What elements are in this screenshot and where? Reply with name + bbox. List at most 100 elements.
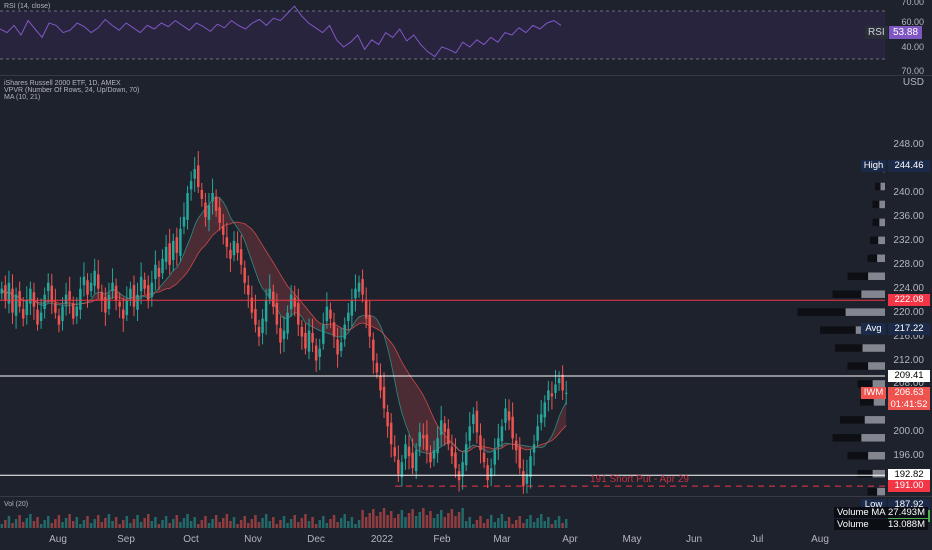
price-tick: 236.00	[893, 210, 924, 222]
pane-separator-top[interactable]	[0, 75, 932, 76]
volume-bar	[404, 517, 407, 528]
avg-badge: 217.22	[888, 323, 930, 336]
volume-bar	[368, 513, 371, 528]
price-pane[interactable]: 191 Short Put - Apr 29186 Long Put - Apr…	[0, 76, 932, 496]
volume-bar	[322, 516, 325, 528]
volume-bar	[21, 522, 25, 528]
time-tick: Dec	[307, 534, 325, 545]
volume-bar	[268, 521, 271, 528]
rsi-tick-70-top: 70.00	[901, 0, 924, 7]
candle-body	[539, 414, 543, 423]
volume-bar	[350, 517, 354, 528]
volume-bar	[4, 520, 7, 528]
volume-bar	[32, 521, 36, 528]
volume-bar	[264, 514, 268, 528]
candle-body	[168, 243, 171, 265]
candle-body	[522, 471, 525, 487]
candle-body	[393, 447, 396, 457]
candle-body	[197, 165, 200, 187]
volume-bar	[504, 521, 507, 528]
candle-body	[61, 306, 64, 322]
candle-body	[193, 169, 196, 179]
volume-bar	[554, 520, 557, 528]
candle-body	[186, 192, 189, 220]
candle-body	[293, 297, 296, 307]
volume-bar	[79, 524, 82, 528]
candle-body	[214, 196, 218, 211]
candle-body	[304, 332, 307, 349]
volume-bar	[189, 521, 193, 528]
volume-bar	[222, 518, 225, 528]
volume-label: Vol (20)	[4, 501, 29, 508]
volume-bar	[389, 511, 393, 528]
volume-bar	[379, 512, 382, 528]
volume-bar	[229, 521, 232, 528]
volume-bar	[347, 521, 350, 528]
candle-body	[468, 426, 472, 441]
candle-body	[46, 282, 50, 292]
volume-bar	[318, 520, 321, 528]
price-tick: 248.00	[893, 139, 924, 151]
candle-body	[561, 374, 564, 391]
vpvr-bar-up	[862, 344, 885, 352]
candle-body	[111, 282, 114, 292]
time-tick: Sep	[117, 534, 135, 545]
candle-body	[429, 452, 432, 463]
vpvr-bar-up	[861, 290, 885, 298]
candle-body	[461, 462, 464, 477]
price-tick: 240.00	[893, 186, 924, 198]
candle-body	[372, 339, 375, 361]
candle-body	[443, 423, 447, 433]
volume-name: Volume	[837, 519, 869, 530]
candle-body	[297, 303, 300, 325]
volume-bar	[250, 519, 254, 528]
volume-bar	[289, 519, 293, 528]
candle-body	[143, 279, 146, 289]
price-tick: 212.00	[893, 354, 924, 366]
candle-body	[107, 294, 111, 310]
rsi-pane	[0, 5, 885, 60]
candle-body	[389, 422, 393, 445]
volume-bar	[136, 515, 139, 528]
candle-body	[257, 326, 261, 337]
volume-bar	[457, 512, 461, 528]
vpvr-bar-down	[847, 272, 869, 280]
rsi-tick-40: 40.00	[901, 42, 924, 52]
volume-bar	[200, 520, 204, 528]
volume-bar	[286, 523, 289, 528]
candle-body	[450, 446, 454, 457]
time-tick: Nov	[244, 534, 262, 545]
candle-body	[529, 456, 532, 478]
candle-body	[397, 459, 400, 475]
vpvr-bar-down	[832, 434, 862, 442]
volume-bar	[543, 521, 547, 528]
volume-bar	[157, 524, 161, 528]
vpvr-bar-down	[847, 362, 869, 370]
volume-bar	[272, 517, 275, 528]
candle-body	[300, 326, 304, 337]
volume-bar	[161, 520, 164, 528]
time-axis[interactable]: Aug Sep Oct Nov Dec 2022 Feb Mar Apr May Jun Jul Aug	[0, 531, 932, 550]
candle-body	[204, 202, 207, 217]
volume-bar	[236, 524, 239, 528]
volume-bar	[514, 520, 518, 528]
volume-bar	[329, 519, 332, 528]
candle-body	[68, 291, 71, 301]
volume-bar	[96, 515, 100, 528]
pane-separator-bottom[interactable]	[0, 496, 932, 497]
candle-body	[379, 375, 382, 391]
volume-bar	[311, 517, 314, 528]
candle-body	[347, 312, 350, 322]
volume-bar	[497, 518, 500, 528]
candle-body	[332, 322, 336, 337]
price-tick: 224.00	[893, 282, 924, 294]
candle-body	[500, 426, 504, 442]
candle-body	[82, 276, 86, 286]
volume-bar	[472, 524, 475, 528]
candle-body	[336, 339, 339, 355]
candle-body	[422, 435, 425, 439]
candle-body	[425, 434, 429, 451]
candle-body	[464, 444, 468, 466]
volume-bar	[214, 515, 218, 528]
